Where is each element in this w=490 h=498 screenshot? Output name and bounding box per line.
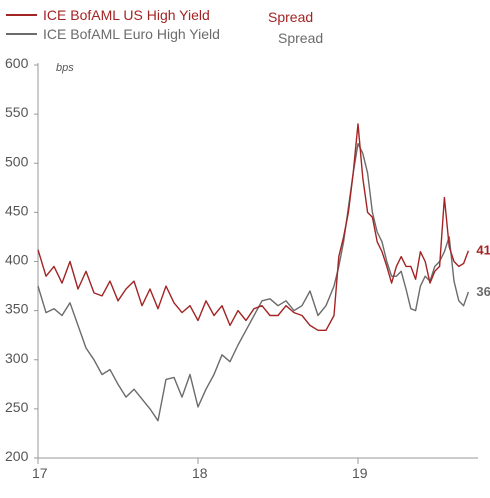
- legend-euro-suffix: Spread: [278, 30, 323, 46]
- x-tick-label: 17: [32, 465, 48, 481]
- y-unit-label: bps: [56, 62, 74, 74]
- legend-us-label: ICE BofAML US High Yield: [43, 7, 210, 23]
- series-layer: [37, 123, 470, 422]
- y-tick-label: 350: [5, 301, 29, 317]
- legend-us-suffix: Spread: [268, 9, 313, 25]
- end-label-euro: 369: [476, 284, 490, 299]
- y-tick-label: 600: [5, 55, 29, 71]
- x-tick-label: 18: [192, 465, 208, 481]
- y-tick-label: 450: [5, 202, 29, 218]
- end-label-us: 411: [476, 243, 490, 258]
- y-axis: 200 250 300 350 400 450 500 550 600: [5, 55, 39, 464]
- series-line-euro: [37, 142, 470, 422]
- y-tick-label: 300: [5, 350, 29, 366]
- y-tick-label: 400: [5, 252, 29, 268]
- x-axis: 17 18 19: [32, 457, 478, 481]
- y-tick-label: 250: [5, 399, 29, 415]
- end-labels: 411 369: [476, 243, 490, 299]
- legend-euro-label: ICE BofAML Euro High Yield: [43, 26, 220, 42]
- series-line-us: [37, 123, 470, 331]
- legend: ICE BofAML US High Yield Spread ICE BofA…: [6, 7, 323, 46]
- y-tick-label: 500: [5, 153, 29, 169]
- y-tick-label: 200: [5, 448, 29, 464]
- x-tick-label: 19: [352, 465, 368, 481]
- y-tick-label: 550: [5, 104, 29, 120]
